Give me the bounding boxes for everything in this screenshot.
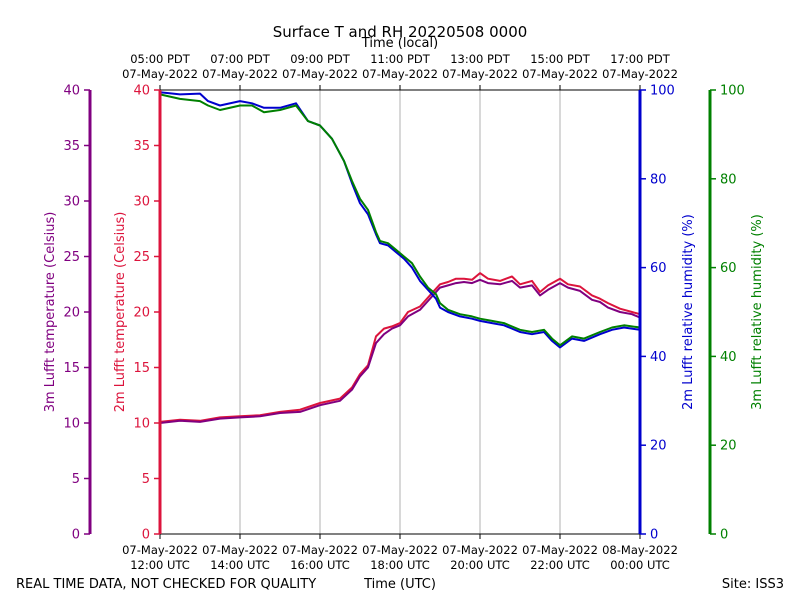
x-tick-label-bottom-time-6: 00:00 UTC	[610, 558, 670, 572]
y-tick-label-temp3m-1: 5	[72, 472, 80, 487]
x-tick-label-bottom-date-5: 07-May-2022	[522, 543, 598, 557]
y-tick-label-rh3m-4: 80	[720, 172, 737, 187]
y-tick-label-temp2m-6: 30	[133, 195, 150, 210]
x-tick-label-bottom-date-4: 07-May-2022	[442, 543, 518, 557]
y-tick-label-rh3m-5: 100	[720, 84, 745, 99]
x-tick-label-bottom-date-2: 07-May-2022	[282, 543, 358, 557]
data-series	[159, 91, 641, 424]
x-tick-label-bottom-date-0: 07-May-2022	[122, 543, 198, 557]
y-tick-label-temp3m-2: 10	[63, 417, 80, 432]
x-tick-label-bottom-time-2: 16:00 UTC	[290, 558, 350, 572]
y-tick-label-temp3m-3: 15	[63, 361, 80, 376]
y-tick-label-rh2m-0: 0	[650, 528, 658, 543]
y-tick-label-temp3m-0: 0	[72, 528, 80, 543]
x-tick-label-top-time-0: 05:00 PDT	[130, 52, 191, 66]
x-tick-label-top-time-6: 17:00 PDT	[610, 52, 671, 66]
x-axis-label-bottom: Time (UTC)	[363, 577, 436, 592]
series-line-temp2m	[159, 272, 641, 423]
series-line-temp3m	[159, 278, 641, 424]
y-axis-label-rh2m: 2m Lufft relative humidity (%)	[681, 214, 696, 410]
y-tick-label-rh3m-1: 20	[720, 439, 737, 454]
x-tick-label-bottom-time-5: 22:00 UTC	[530, 558, 590, 572]
x-tick-label-top-date-2: 07-May-2022	[282, 67, 358, 81]
series-line-rh3m	[159, 93, 641, 347]
x-tick-label-top-date-6: 07-May-2022	[602, 67, 678, 81]
y-axis-label-rh3m: 3m Lufft relative humidity (%)	[750, 214, 765, 410]
y-tick-label-rh2m-2: 40	[650, 350, 667, 365]
y-tick-label-rh2m-5: 100	[650, 84, 675, 99]
x-tick-label-bottom-time-1: 14:00 UTC	[210, 558, 270, 572]
y-tick-label-temp2m-2: 10	[133, 417, 150, 432]
y-tick-label-rh3m-2: 40	[720, 350, 737, 365]
y-tick-label-temp3m-4: 20	[63, 306, 80, 321]
y-tick-label-temp2m-1: 5	[142, 472, 150, 487]
x-tick-label-top-time-4: 13:00 PDT	[450, 52, 511, 66]
y-tick-label-rh2m-1: 20	[650, 439, 667, 454]
y-tick-label-temp2m-8: 40	[133, 84, 150, 99]
x-tick-label-bottom-date-6: 08-May-2022	[602, 543, 678, 557]
x-tick-label-top-time-2: 09:00 PDT	[290, 52, 351, 66]
y-tick-label-temp3m-6: 30	[63, 195, 80, 210]
y-tick-label-temp2m-4: 20	[133, 306, 150, 321]
series-line-rh2m	[159, 91, 641, 349]
x-tick-label-top-date-0: 07-May-2022	[122, 67, 198, 81]
x-tick-label-bottom-time-0: 12:00 UTC	[130, 558, 190, 572]
x-tick-label-top-time-5: 15:00 PDT	[530, 52, 591, 66]
x-axis-label-top: Time (local)	[361, 36, 438, 51]
y-axis-label-temp2m: 2m Lufft temperature (Celsius)	[113, 212, 128, 413]
y-tick-label-temp2m-7: 35	[133, 139, 150, 154]
x-tick-label-top-date-3: 07-May-2022	[362, 67, 438, 81]
x-tick-label-bottom-time-4: 20:00 UTC	[450, 558, 510, 572]
x-tick-label-bottom-time-3: 18:00 UTC	[370, 558, 430, 572]
x-tick-label-top-date-1: 07-May-2022	[202, 67, 278, 81]
y-tick-label-temp3m-8: 40	[63, 84, 80, 99]
y-tick-label-temp2m-0: 0	[142, 528, 150, 543]
x-tick-label-top-time-3: 11:00 PDT	[370, 52, 431, 66]
x-tick-label-bottom-date-1: 07-May-2022	[202, 543, 278, 557]
y-tick-label-rh2m-4: 80	[650, 172, 667, 187]
grid-lines	[239, 90, 561, 534]
x-tick-label-top-date-4: 07-May-2022	[442, 67, 518, 81]
y-tick-label-rh3m-0: 0	[720, 528, 728, 543]
chart-title: Surface T and RH 20220508 0000	[273, 23, 528, 41]
footer-quality-note: REAL TIME DATA, NOT CHECKED FOR QUALITY	[16, 577, 316, 592]
y-tick-label-temp3m-5: 25	[63, 250, 80, 265]
y-tick-label-temp2m-5: 25	[133, 250, 150, 265]
y-tick-label-rh3m-3: 60	[720, 261, 737, 276]
y-tick-label-rh2m-3: 60	[650, 261, 667, 276]
y-tick-label-temp2m-3: 15	[133, 361, 150, 376]
x-tick-label-top-date-5: 07-May-2022	[522, 67, 598, 81]
y-tick-label-temp3m-7: 35	[63, 139, 80, 154]
y-axis-label-temp3m: 3m Lufft temperature (Celsius)	[43, 212, 58, 413]
footer-site-label: Site: ISS3	[722, 577, 784, 592]
x-tick-label-bottom-date-3: 07-May-2022	[362, 543, 438, 557]
x-tick-label-top-time-1: 07:00 PDT	[210, 52, 271, 66]
